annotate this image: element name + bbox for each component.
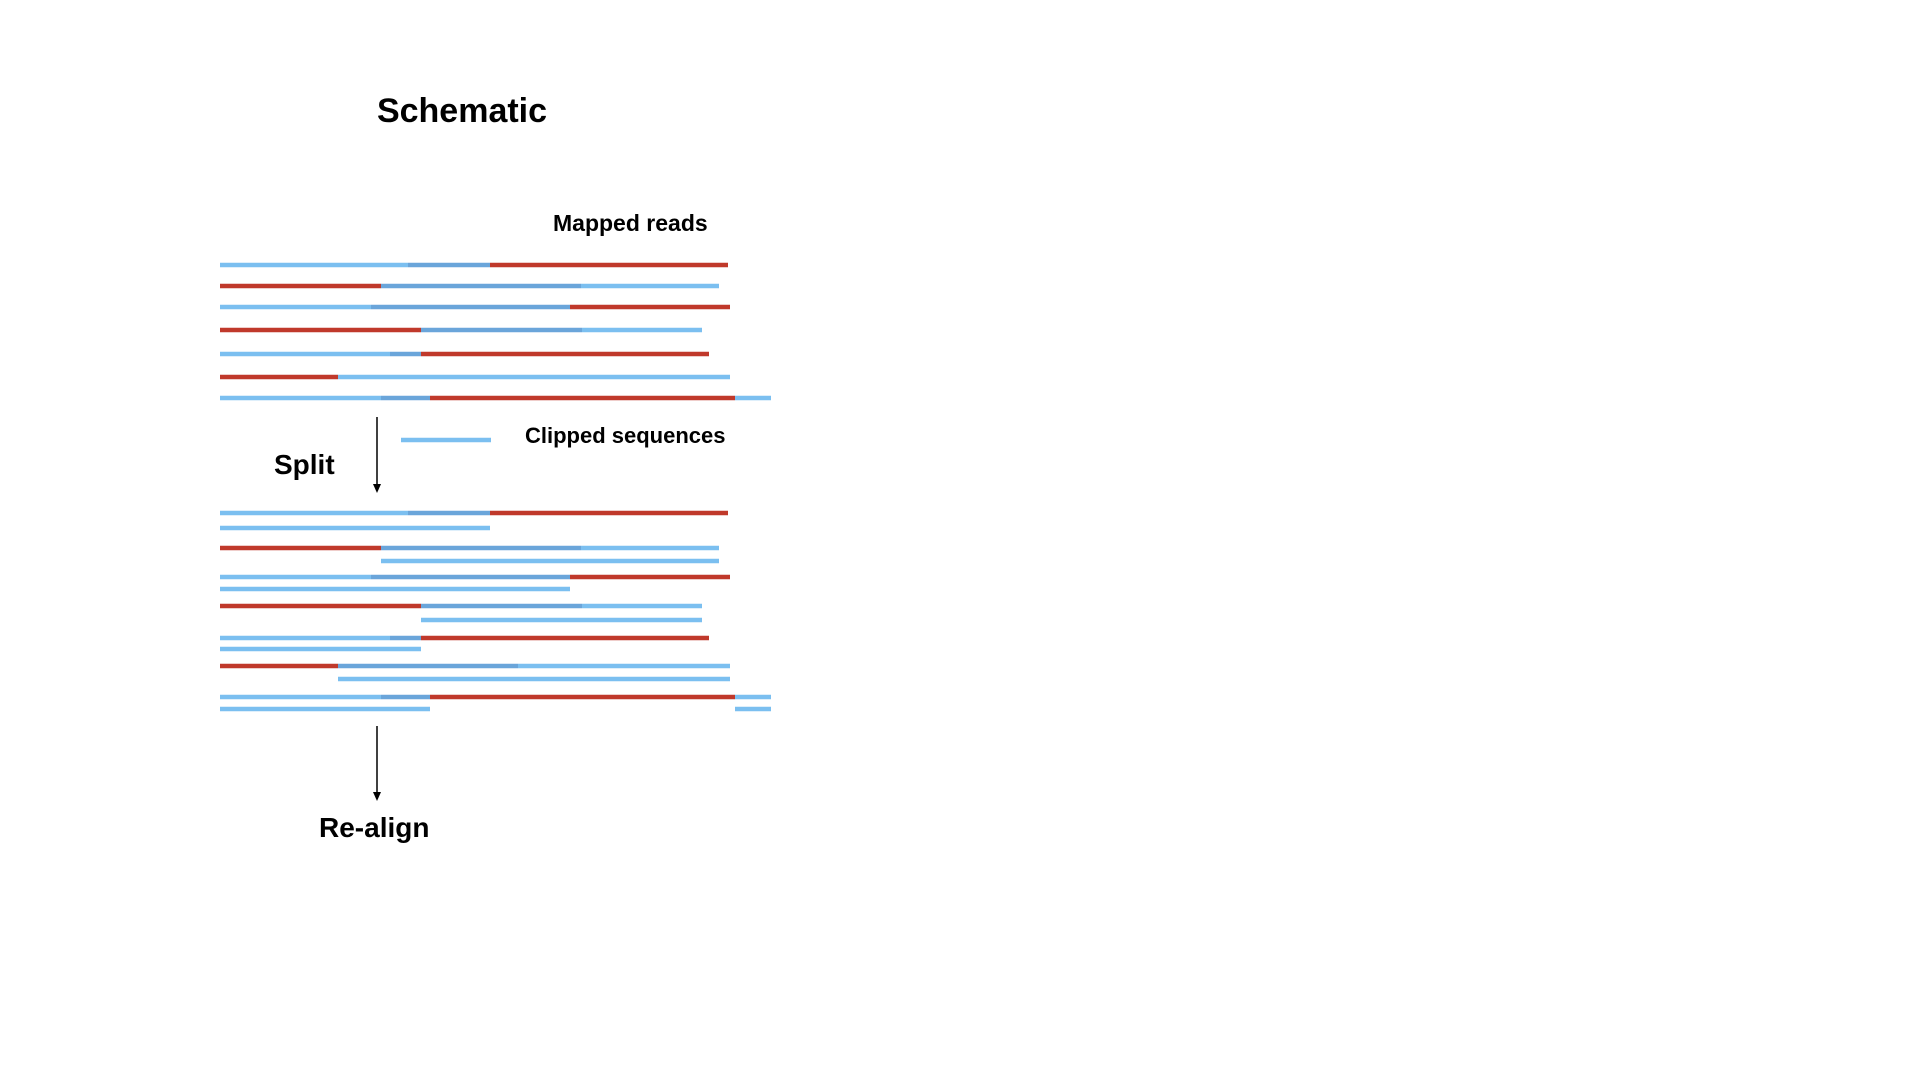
mapped-reads-label: Mapped reads bbox=[553, 210, 708, 236]
clipped-sequences-label: Clipped sequences bbox=[525, 423, 726, 448]
realign-arrow-head bbox=[373, 792, 381, 801]
diagram-title: Schematic bbox=[376, 92, 548, 130]
split-step-label: Split bbox=[274, 449, 335, 480]
realign-step-label: Re-align bbox=[319, 812, 430, 843]
split-arrow-head bbox=[373, 484, 381, 493]
